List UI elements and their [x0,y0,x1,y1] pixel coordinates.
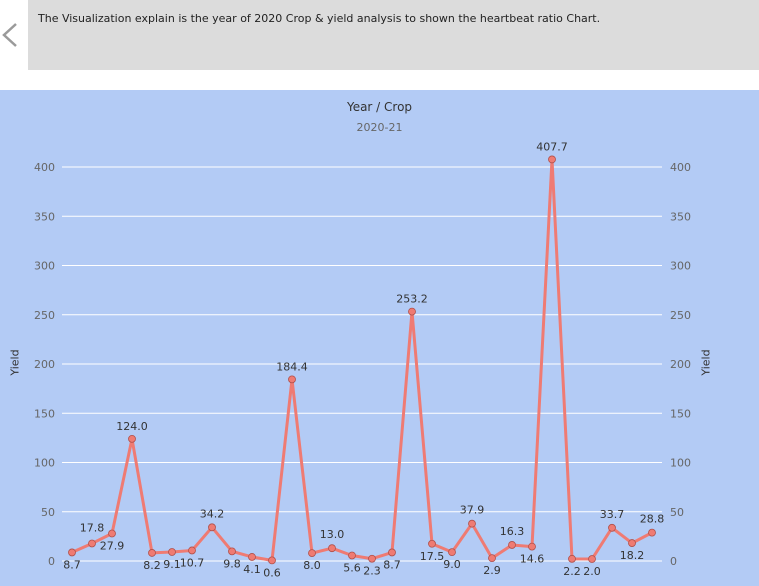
y-tick-label-left: 300 [34,260,55,273]
data-label: 2.9 [483,564,501,577]
data-point [408,307,416,316]
data-point [248,553,256,561]
y-tick-label-right: 300 [670,260,691,273]
data-label: 2.2 [563,565,581,578]
data-label: 8.7 [383,558,401,571]
data-label: 37.9 [460,504,485,517]
data-label: 16.3 [500,525,525,538]
y-tick-label-left: 150 [34,407,55,420]
data-point [648,528,656,537]
description-text: The Visualization explain is the year of… [38,12,601,25]
data-point [628,539,636,547]
data-label: 10.7 [180,556,205,569]
data-label: 17.8 [80,521,105,534]
y-tick-label-right: 400 [670,161,691,174]
data-label: 9.1 [163,558,181,571]
data-point [328,544,336,553]
data-point [128,434,136,443]
data-point [188,546,196,555]
y-tick-label-left: 200 [34,358,55,371]
data-point [208,523,216,532]
chart-subtitle: 2020-21 [356,121,403,134]
data-label: 9.8 [223,557,241,570]
data-label: 2.0 [583,565,601,578]
data-point [228,547,236,556]
data-label: 13.0 [320,528,345,541]
y-tick-label-right: 100 [670,457,691,470]
data-point [108,529,116,538]
data-point [148,549,156,557]
data-label: 5.6 [343,561,361,574]
data-label: 14.6 [520,553,545,566]
series-line [71,157,653,562]
y-tick-label-left: 250 [34,309,55,322]
data-point [88,539,96,548]
data-label: 28.8 [640,513,665,526]
back-arrow-icon[interactable] [0,20,22,50]
data-point [448,548,456,557]
data-label: 2.3 [363,565,381,578]
data-label: 8.2 [143,559,161,572]
y-tick-label-right: 200 [670,358,691,371]
data-label: 33.7 [600,508,625,521]
data-label: 9.0 [443,558,461,571]
data-point [348,551,356,560]
data-point [68,548,76,557]
data-point [428,539,436,548]
data-label: 407.7 [536,140,568,153]
y-tick-label-left: 400 [34,161,55,174]
data-point [568,554,576,563]
description-banner: The Visualization explain is the year of… [28,0,759,70]
y-tick-label-right: 50 [670,506,684,519]
chart-title: Year / Crop [346,100,413,114]
data-label: 124.0 [116,420,148,433]
data-label: 4.1 [243,563,261,576]
data-point [608,523,616,532]
y-tick-label-right: 250 [670,309,691,322]
data-point [268,556,276,565]
data-label: 0.6 [263,566,281,579]
data-label: 27.9 [100,540,125,553]
data-point [308,549,316,558]
data-point [388,548,396,557]
data-label: 34.2 [200,507,225,520]
data-point [548,155,556,164]
y-tick-label-left: 0 [48,555,55,568]
data-point [288,375,296,384]
y-tick-label-left: 350 [34,210,55,223]
y-tick-label-left: 50 [41,506,55,519]
data-point [528,542,536,551]
data-label: 8.0 [303,559,321,572]
data-label: 184.4 [276,360,308,373]
data-label: 253.2 [396,293,428,306]
y-tick-label-left: 100 [34,457,55,470]
data-point [368,554,376,563]
data-point [488,554,496,563]
data-label: 8.7 [63,558,81,571]
data-label: 18.2 [620,549,645,562]
y-tick-label-right: 0 [670,555,677,568]
data-point [468,519,476,528]
data-point [588,555,596,563]
data-label: 17.5 [420,550,445,563]
data-point [168,548,176,556]
data-point [508,541,516,549]
y-tick-label-right: 150 [670,407,691,420]
chart-panel [0,90,759,586]
y-tick-label-right: 350 [670,210,691,223]
